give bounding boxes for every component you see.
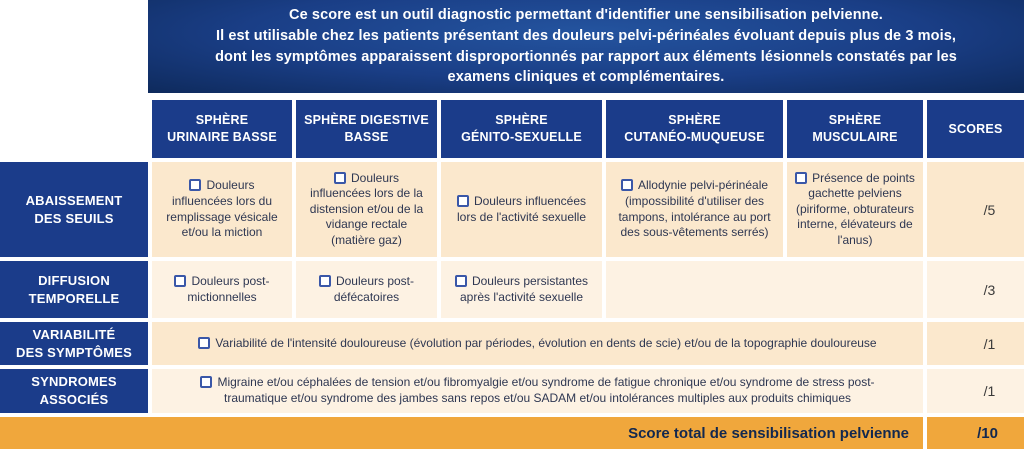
checkbox[interactable] [454,274,467,287]
row-score-value: /1 [927,369,1024,413]
column-header-sphere-genito-sexuelle: SPHÈRE GÉNITO-SEXUELLE [441,100,602,158]
checkbox[interactable] [198,336,211,349]
total-score-bar: Score total de sensibilisation pelvienne [0,417,923,449]
empty-cell [606,261,923,318]
checkbox[interactable] [174,274,187,287]
column-header-sphere-urinaire: SPHÈRE URINAIRE BASSE [152,100,292,158]
criteria-text: Douleurs influencées lors de la distensi… [309,170,424,247]
total-score-label: Score total de sensibilisation pelvienne [628,424,909,442]
checkbox[interactable] [333,171,346,184]
row-score-value: /1 [927,322,1024,365]
criteria-text: Douleurs influencées lors de l'activité … [456,193,587,224]
criteria-text: Douleurs post-défécatoires [333,273,415,304]
row-score-value: /5 [927,162,1024,257]
row-label-diffusion-temporelle: DIFFUSION TEMPORELLE [0,261,148,318]
criteria-cell: Allodynie pelvi-périnéale (impossibilité… [606,162,783,257]
row-label-abaissement-des-seuils: ABAISSEMENT DES SEUILS [0,162,148,257]
criteria-text: Allodynie pelvi-périnéale (impossibilité… [618,178,771,240]
criteria-text: Variabilité de l'intensité douloureuse (… [215,335,877,350]
checkbox[interactable] [200,376,213,389]
criteria-cell: Douleurs influencées lors de l'activité … [441,162,602,257]
criteria-cell-merged: Variabilité de l'intensité douloureuse (… [152,322,923,365]
column-header-scores: SCORES [927,100,1024,158]
corner-spacer [0,100,148,158]
row-label-syndromes-associes: SYNDROMES ASSOCIÉS [0,369,148,413]
criteria-cell: Douleurs post-défécatoires [296,261,437,318]
column-header-sphere-musculaire: SPHÈRE MUSCULAIRE [787,100,923,158]
criteria-cell: Douleurs persistantes après l'activité s… [441,261,602,318]
criteria-cell: Douleurs post-mictionnelles [152,261,292,318]
criteria-cell-merged: Migraine et/ou céphalées de tension et/o… [152,369,923,413]
total-score-value: /10 [927,417,1024,449]
intro-banner: Ce score est un outil diagnostic permett… [148,0,1024,93]
criteria-text: Présence de points gachette pelviens (pi… [795,170,915,247]
row-label-variabilite-des-symptomes: VARIABILITÉ DES SYMPTÔMES [0,322,148,365]
criteria-cell: Douleurs influencées lors de la distensi… [296,162,437,257]
checkbox[interactable] [189,179,202,192]
column-header-sphere-cutaneo-muqueuse: SPHÈRE CUTANÉO-MUQUEUSE [606,100,783,158]
criteria-cell: Présence de points gachette pelviens (pi… [787,162,923,257]
row-score-value: /3 [927,261,1024,318]
intro-text: Ce score est un outil diagnostic permett… [215,7,957,86]
checkbox[interactable] [620,179,633,192]
criteria-text: Douleurs post-mictionnelles [187,273,270,304]
criteria-text: Douleurs persistantes après l'activité s… [459,273,589,304]
column-header-sphere-digestive: SPHÈRE DIGESTIVE BASSE [296,100,437,158]
checkbox[interactable] [456,194,469,207]
criteria-text: Douleurs influencées lors du remplissage… [166,178,278,240]
criteria-cell: Douleurs influencées lors du remplissage… [152,162,292,257]
score-table: SPHÈRE URINAIRE BASSE SPHÈRE DIGESTIVE B… [0,100,1024,449]
checkbox[interactable] [318,274,331,287]
checkbox[interactable] [795,171,808,184]
criteria-text: Migraine et/ou céphalées de tension et/o… [217,375,875,405]
